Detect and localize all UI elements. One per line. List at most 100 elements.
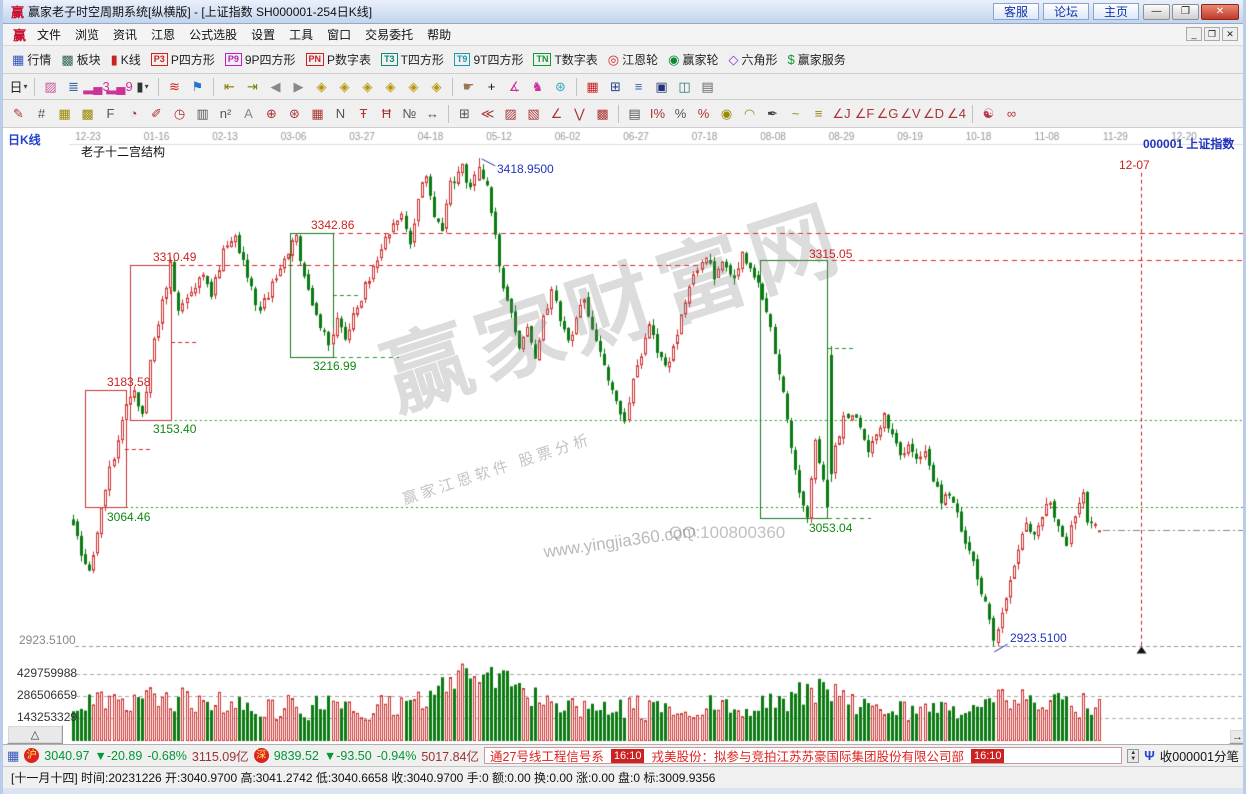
ticker-spinner[interactable]: ▲ ▼ [1127,748,1140,763]
golden-levels-tool-button[interactable]: ≡ [808,103,829,124]
notepad-button[interactable]: ≡ [628,76,649,97]
zoom-y-button[interactable]: ◈ [403,76,424,97]
fib-levels-tool-button[interactable]: F [100,103,121,124]
toolbar-t-square-button[interactable]: T3 T四方形 [376,50,449,69]
toolbar-9t-square-button[interactable]: T9 9T四方形 [449,50,529,69]
zoom-in-x-button[interactable]: ◈ [380,76,401,97]
menu-item-8[interactable]: 交易委托 [365,28,414,42]
slant-text-tool-button[interactable]: A [238,103,259,124]
zoom-all-button[interactable]: ◈ [426,76,447,97]
spiral-tool-button[interactable]: ◔ [123,103,144,124]
menu-item-5[interactable]: 设置 [251,28,276,42]
k9-mini-chart-button[interactable]: ▂▄9 [106,76,132,97]
toolbar-hexagon-button[interactable]: ◇ 六角形 [724,50,783,69]
angle-fan-tool-button[interactable]: ∠ [546,103,567,124]
signal-flag-button[interactable]: ⚑ [187,76,208,97]
menu-item-1[interactable]: 浏览 [75,28,100,42]
toolbar-9p-square-button[interactable]: P9 9P四方形 [220,50,301,69]
hexagram-tool-button[interactable]: Ħ [376,103,397,124]
chan-analysis-button[interactable]: ≋ [164,76,185,97]
shaded-box-tool-button[interactable]: ▨ [500,103,521,124]
maximize-button[interactable]: ❐ [1172,3,1199,20]
forum-button[interactable]: 论坛 [1043,3,1089,20]
toolbar-p-number-table-button[interactable]: PN P数字表 [301,50,377,69]
volume-pane-toggle-button[interactable]: △ [7,725,63,744]
first-bar-button[interactable]: ⇤ [219,76,240,97]
infinity-icon-button[interactable]: ∞ [1001,103,1022,124]
quote-grid-icon[interactable]: ▦ [7,747,20,763]
wave-line-tool-button[interactable]: ~ [785,103,806,124]
percent-measure-tool-button[interactable]: I% [647,103,668,124]
menu-item-2[interactable]: 资讯 [113,28,138,42]
angle-measure-button[interactable]: ∡ [504,76,525,97]
print-button[interactable]: ▤ [697,76,718,97]
gann-target-tool-button[interactable]: ⊕ [261,103,282,124]
homepage-button[interactable]: 主页 [1093,3,1139,20]
width-measure-tool-button[interactable]: ↔ [422,103,443,124]
angle-j-tool-button[interactable]: ∠J [831,103,852,124]
toolbar-gann-wheel-button[interactable]: ◎ 江恩轮 [603,50,663,69]
toolbar-sectors-button[interactable]: ▩ 板块 [56,50,105,69]
toolbar-winner-wheel-button[interactable]: ◉ 赢家轮 [663,50,723,69]
angle-g-tool-button[interactable]: ∠G [877,103,899,124]
kline-canvas[interactable] [3,128,1243,744]
marker-tool-button[interactable]: ✐ [146,103,167,124]
grid-ruler-tool-button[interactable]: # [31,103,52,124]
k3-mini-chart-button[interactable]: ▂▄3 [83,76,109,97]
quote-list-tool-button[interactable]: ▤ [624,103,645,124]
dense-grid-tool-button[interactable]: ▥ [192,103,213,124]
service-button[interactable]: 客服 [993,3,1039,20]
menu-item-7[interactable]: 窗口 [327,28,352,42]
pan-hand-button[interactable]: ☛ [458,76,479,97]
toolbar-kline-button[interactable]: ▮ K线 [106,50,146,69]
prev-bar-button[interactable]: ◀ [265,76,286,97]
scroll-right-button[interactable]: → [1229,729,1243,744]
shift-right-button[interactable]: ◈ [334,76,355,97]
ink-tool-button[interactable]: ✒ [762,103,783,124]
gann-animal-button[interactable]: ♞ [527,76,548,97]
next-bar-button[interactable]: ▶ [288,76,309,97]
speed-line-tool-button[interactable]: ∠V [900,103,921,124]
shaded-box2-tool-button[interactable]: ▧ [523,103,544,124]
news-ticker[interactable]: 通27号线工程信号系 16:10 戎美股份：拟参与竞拍江苏苏豪国际集团股份有限公司部… [484,747,1123,764]
degree-line-tool-button[interactable]: ∠D [923,103,944,124]
child-restore-button[interactable]: ❐ [1204,27,1220,41]
menu-item-9[interactable]: 帮助 [427,28,452,42]
arc-tool-button[interactable]: ◠ [739,103,760,124]
matrix-view-button[interactable]: ▨ [40,76,61,97]
golden-grid2-tool-button[interactable]: ▩ [77,103,98,124]
period-day-selector-button[interactable]: 日 ▾ [8,76,29,97]
price-box-tool-button[interactable]: ▩ [592,103,613,124]
candle-style-selector-button[interactable]: ▮ ▾ [132,76,153,97]
zigzag-tool-button[interactable]: ⋁ [569,103,590,124]
percent-levels-tool-button[interactable]: % [693,103,714,124]
crosshair-button[interactable]: + [481,76,502,97]
percent-tool-button[interactable]: % [670,103,691,124]
news-item-text[interactable]: 戎美股份：拟参与竞拍江苏苏豪国际集团股份有限公司部 [651,750,964,764]
toolbar-p-square-button[interactable]: P3 P四方形 [146,50,220,69]
taiji-icon-button[interactable]: ☯ [978,103,999,124]
news-item-text[interactable]: 通27号线工程信号系 [490,750,604,764]
last-bar-button[interactable]: ⇥ [242,76,263,97]
menu-item-4[interactable]: 公式选股 [189,28,238,42]
ray-fan-tool-button[interactable]: ≪ [477,103,498,124]
close-button[interactable]: ✕ [1201,3,1239,20]
star-grid-tool-button[interactable]: ⊛ [284,103,305,124]
calendar-button[interactable]: ▦ [582,76,603,97]
stamp-tool-button[interactable]: Ŧ [353,103,374,124]
shift-left-button[interactable]: ◈ [311,76,332,97]
smart-analysis-button[interactable]: ⊛ [550,76,571,97]
menu-item-3[interactable]: 江恩 [151,28,176,42]
boxed-grid-tool-button[interactable]: ▦ [307,103,328,124]
zoom-out-x-button[interactable]: ◈ [357,76,378,97]
menu-item-6[interactable]: 工具 [289,28,314,42]
numbered-grid-tool-button[interactable]: № [399,103,420,124]
box-select-tool-button[interactable]: ⊞ [454,103,475,124]
toolbar-winner-service-button[interactable]: $ 赢家服务 [783,50,851,69]
pen-tool-button[interactable]: ✎ [8,103,29,124]
four-angle-tool-button[interactable]: ∠4 [946,103,967,124]
child-close-button[interactable]: ✕ [1222,27,1238,41]
save-button[interactable]: ▣ [651,76,672,97]
toolbar-quotes-button[interactable]: ▦ 行情 [7,50,56,69]
wave-count-tool-button[interactable]: N [330,103,351,124]
